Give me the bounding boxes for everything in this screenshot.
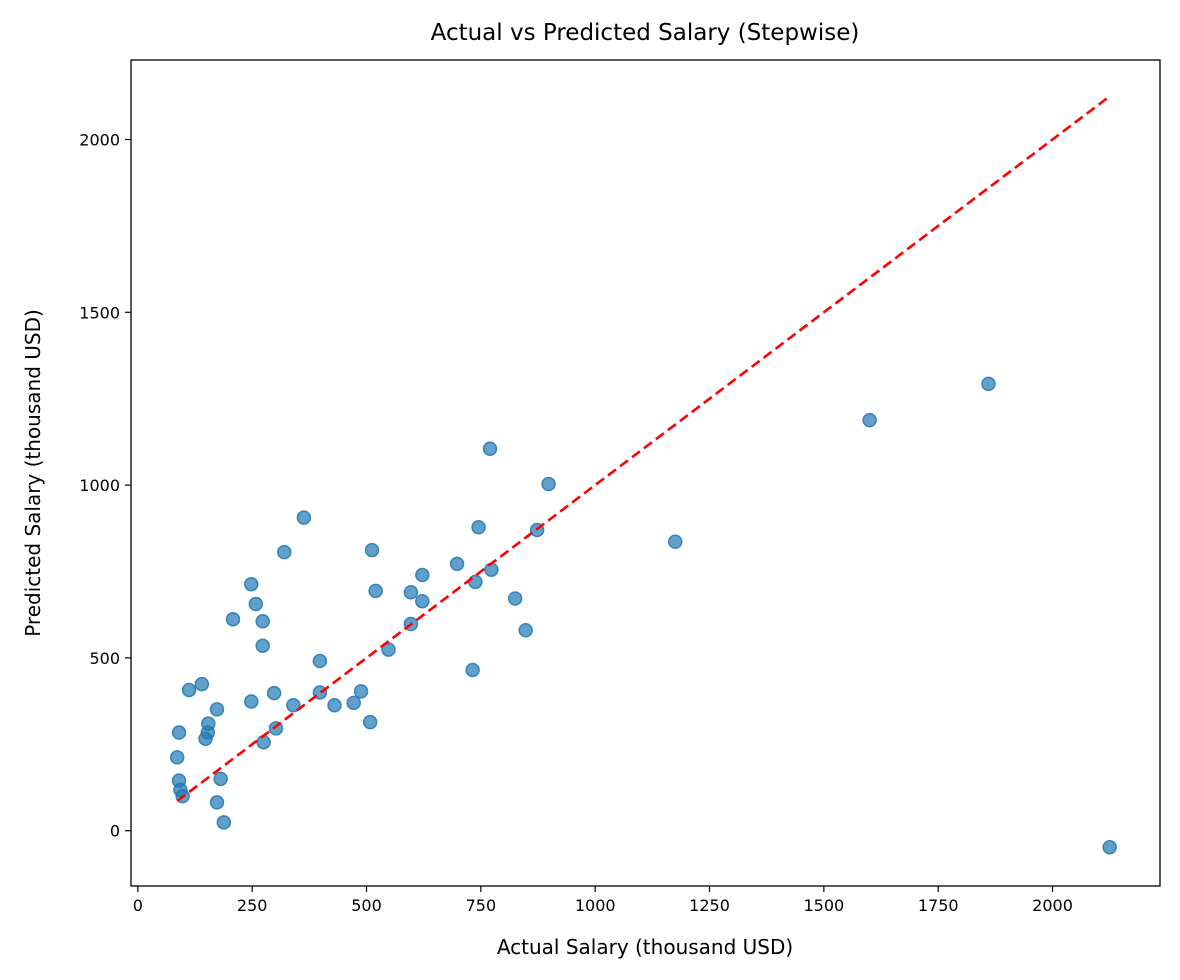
data-point-40 bbox=[465, 662, 480, 678]
data-point-52 bbox=[1102, 840, 1117, 855]
data-point-37 bbox=[415, 567, 430, 583]
data-point-41 bbox=[468, 574, 483, 590]
data-point-50 bbox=[862, 412, 877, 428]
data-point-45 bbox=[507, 591, 523, 606]
x-tick-label-6: 1500 bbox=[804, 896, 845, 915]
data-point-20 bbox=[256, 734, 271, 750]
data-point-5 bbox=[181, 682, 197, 698]
data-point-10 bbox=[209, 702, 225, 717]
reference-line-layer bbox=[176, 95, 1111, 803]
data-point-0 bbox=[169, 750, 185, 765]
data-point-26 bbox=[312, 653, 328, 669]
data-point-33 bbox=[368, 583, 383, 599]
data-point-25 bbox=[296, 510, 312, 525]
data-point-12 bbox=[213, 771, 228, 787]
data-point-9 bbox=[201, 716, 216, 731]
y-axis-label: Predicted Salary (thousand USD) bbox=[21, 309, 45, 637]
data-point-44 bbox=[484, 562, 499, 578]
y-tick-label-1: 500 bbox=[89, 649, 120, 668]
data-point-35 bbox=[403, 584, 419, 600]
data-point-11 bbox=[209, 795, 225, 810]
y-tick-label-2: 1000 bbox=[79, 476, 120, 495]
axes: 0 250 500 750 1000 1250 1500 1750 2000 0 500 1000 15… bbox=[79, 59, 1161, 915]
data-point-46 bbox=[518, 623, 533, 638]
data-point-39 bbox=[449, 556, 465, 572]
data-point-51 bbox=[981, 376, 996, 392]
x-tick-label-0: 0 bbox=[133, 896, 143, 915]
data-point-30 bbox=[353, 684, 369, 699]
data-point-43 bbox=[482, 441, 498, 457]
data-point-24 bbox=[286, 697, 301, 713]
data-point-49 bbox=[667, 534, 683, 550]
data-point-34 bbox=[381, 642, 396, 657]
data-point-29 bbox=[346, 695, 361, 711]
x-axis-label: Actual Salary (thousand USD) bbox=[497, 935, 793, 959]
data-point-13 bbox=[216, 815, 232, 830]
y-tick-label-4: 2000 bbox=[79, 130, 120, 149]
x-tick-label-4: 1000 bbox=[575, 896, 616, 915]
x-tick-label-1: 250 bbox=[237, 896, 268, 915]
data-point-21 bbox=[266, 685, 282, 701]
data-point-42 bbox=[471, 520, 486, 535]
data-point-23 bbox=[276, 544, 292, 560]
y-tick-label-3: 1500 bbox=[79, 303, 120, 322]
data-point-1 bbox=[171, 725, 187, 740]
data-point-17 bbox=[248, 596, 264, 612]
x-tick-label-5: 1250 bbox=[689, 896, 730, 915]
data-point-32 bbox=[364, 542, 380, 558]
data-point-28 bbox=[327, 697, 342, 713]
y-tick-label-0: 0 bbox=[110, 822, 120, 841]
x-tick-label-7: 1750 bbox=[918, 896, 959, 915]
data-point-31 bbox=[362, 714, 378, 730]
x-tick-label-8: 2000 bbox=[1032, 896, 1073, 915]
plot-area bbox=[169, 376, 1117, 855]
reference-line bbox=[176, 95, 1111, 803]
data-point-18 bbox=[255, 614, 270, 629]
data-point-38 bbox=[415, 593, 430, 609]
data-point-16 bbox=[244, 694, 259, 709]
chart-title: Actual vs Predicted Salary (Stepwise) bbox=[431, 20, 860, 46]
data-point-19 bbox=[255, 638, 270, 654]
data-point-6 bbox=[194, 676, 210, 692]
data-point-48 bbox=[541, 476, 556, 492]
data-point-14 bbox=[225, 611, 241, 627]
x-tick-label-3: 750 bbox=[466, 896, 497, 915]
x-tick-label-2: 500 bbox=[351, 896, 382, 915]
data-point-15 bbox=[244, 577, 259, 592]
plot-frame bbox=[130, 59, 1161, 887]
